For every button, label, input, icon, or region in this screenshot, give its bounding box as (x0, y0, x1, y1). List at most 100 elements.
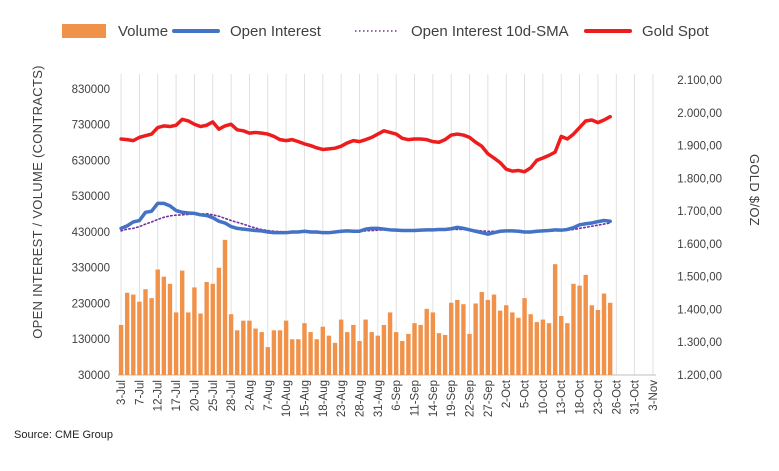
open-interest-line (119, 201, 612, 236)
volume-bar (497, 310, 503, 375)
volume-bar (137, 301, 142, 375)
gold-spot-line (119, 114, 612, 174)
volume-bar (479, 292, 484, 375)
left-axis-tick-label: 330000 (72, 263, 110, 275)
left-axis-tick-label: 830000 (72, 84, 110, 96)
x-axis-tick-label: 18-Aug (318, 380, 330, 417)
x-axis-tick-label: 22-Sep (465, 380, 477, 417)
x-axis-tick-label: 12-Jul (153, 380, 165, 411)
volume-bar (173, 312, 179, 375)
legend-label: Open Interest 10d-SMA (411, 23, 569, 40)
volume-bar (357, 341, 362, 375)
volume-bar (467, 333, 472, 375)
volume-bar (131, 294, 136, 375)
volume-bar (522, 298, 527, 375)
volume-bar (565, 323, 570, 375)
x-axis-tick-label: 13-Oct (556, 379, 568, 414)
volume-bar (259, 332, 264, 375)
volume-bar (314, 339, 319, 375)
volume-bar (241, 320, 246, 375)
volume-bar (577, 285, 582, 375)
volume-bar (448, 302, 454, 375)
legend-label: Volume (118, 23, 168, 40)
volume-bar (436, 333, 442, 375)
right-axis-tick-label: 1.400,00 (677, 304, 722, 316)
x-axis-tick-label: 17-Jul (171, 380, 183, 411)
volume-bar (161, 276, 167, 375)
volume-bar (155, 269, 160, 375)
x-axis-tick-label: 6-Sep (391, 380, 403, 411)
volume-bar (485, 299, 491, 375)
volume-bar (351, 324, 356, 375)
left-axis-title: OPEN INTEREST / VOLUME (CONTRACTS) (30, 65, 45, 339)
x-axis-tick-label: 19-Sep (446, 380, 458, 417)
volume-bar (332, 342, 338, 375)
right-axis-tick-label: 1.900,00 (677, 141, 722, 153)
volume-bar (124, 292, 130, 375)
volume-bar (442, 334, 448, 375)
volume-bar (400, 341, 405, 375)
volume-bar (302, 323, 307, 375)
volume-bar (369, 332, 374, 375)
x-axis-tick-label: 31-Oct (630, 379, 642, 414)
source-label: Source: CME Group (14, 429, 113, 441)
volume-bar (381, 324, 387, 375)
volume-bar (265, 347, 270, 375)
volume-bar (149, 298, 154, 375)
volume-bar (308, 332, 313, 375)
volume-bar (607, 302, 613, 375)
volume-bar (186, 312, 191, 375)
x-axis-tick-label: 2-Aug (244, 380, 256, 411)
x-axis-tick-label: 20-Jul (189, 380, 201, 411)
right-axis-tick-label: 1.500,00 (677, 272, 722, 284)
volume-bar (247, 320, 252, 375)
chart-lines (119, 114, 612, 236)
volume-bar (210, 283, 215, 375)
volume-bar (412, 323, 417, 375)
left-axis-tick-label: 730000 (72, 120, 110, 132)
legend: Volume Open Interest Open Interest 10d-SMA… (62, 23, 710, 40)
volume-bar (504, 305, 509, 375)
volume-bar (546, 323, 552, 375)
legend-label: Gold Spot (642, 23, 710, 40)
right-axis-tick-label: 1.600,00 (677, 239, 722, 251)
volume-bar (473, 303, 478, 375)
left-axis-ticks: 830000 730000 630000 530000 430000 330000 2300… (72, 84, 110, 382)
volume-bar (595, 309, 601, 375)
volume-bar (583, 274, 588, 375)
volume-bar (461, 304, 466, 375)
x-axis-tick-label: 10-Aug (281, 380, 293, 417)
volume-bar (192, 287, 197, 375)
volume-bar (345, 332, 350, 375)
x-axis-tick-label: 7-Aug (263, 380, 275, 411)
volume-bar (290, 339, 295, 375)
x-axis-tick-label: 15-Aug (299, 380, 311, 417)
volume-bar (455, 299, 460, 375)
x-axis-tick-label: 27-Sep (483, 380, 495, 417)
volume-bar (338, 319, 344, 375)
volume-bar (235, 330, 240, 375)
volume-bar (216, 267, 222, 375)
right-axis-title: GOLD $/OZ (747, 154, 762, 226)
left-axis-tick-label: 130000 (72, 334, 110, 346)
volume-bar (228, 314, 234, 375)
volume-bar (510, 312, 515, 375)
x-axis-tick-label: 23-Aug (336, 380, 348, 417)
x-axis-tick-label: 7-Jul (134, 380, 146, 405)
legend-label: Open Interest (230, 23, 322, 40)
left-axis-tick-label: 30000 (78, 370, 110, 382)
right-axis-tick-label: 1.800,00 (677, 173, 722, 185)
x-axis-tick-label: 2-Oct (501, 379, 513, 408)
volume-bar (118, 324, 124, 375)
x-axis-tick-label: 28-Jul (226, 380, 238, 411)
volume-bar (534, 322, 539, 375)
right-axis-ticks: 2.100,00 2.000,00 1.900,00 1.800,00 1.700,00… (677, 75, 722, 382)
volume-bar (271, 330, 277, 375)
volume-bars (118, 239, 613, 375)
x-axis-tick-label: 3-Nov (648, 380, 660, 411)
volume-bar (198, 313, 203, 375)
x-axis-tick-label: 25-Jul (208, 380, 220, 411)
x-axis-tick-label: 26-Oct (611, 379, 623, 414)
left-axis-tick-label: 230000 (72, 298, 110, 310)
